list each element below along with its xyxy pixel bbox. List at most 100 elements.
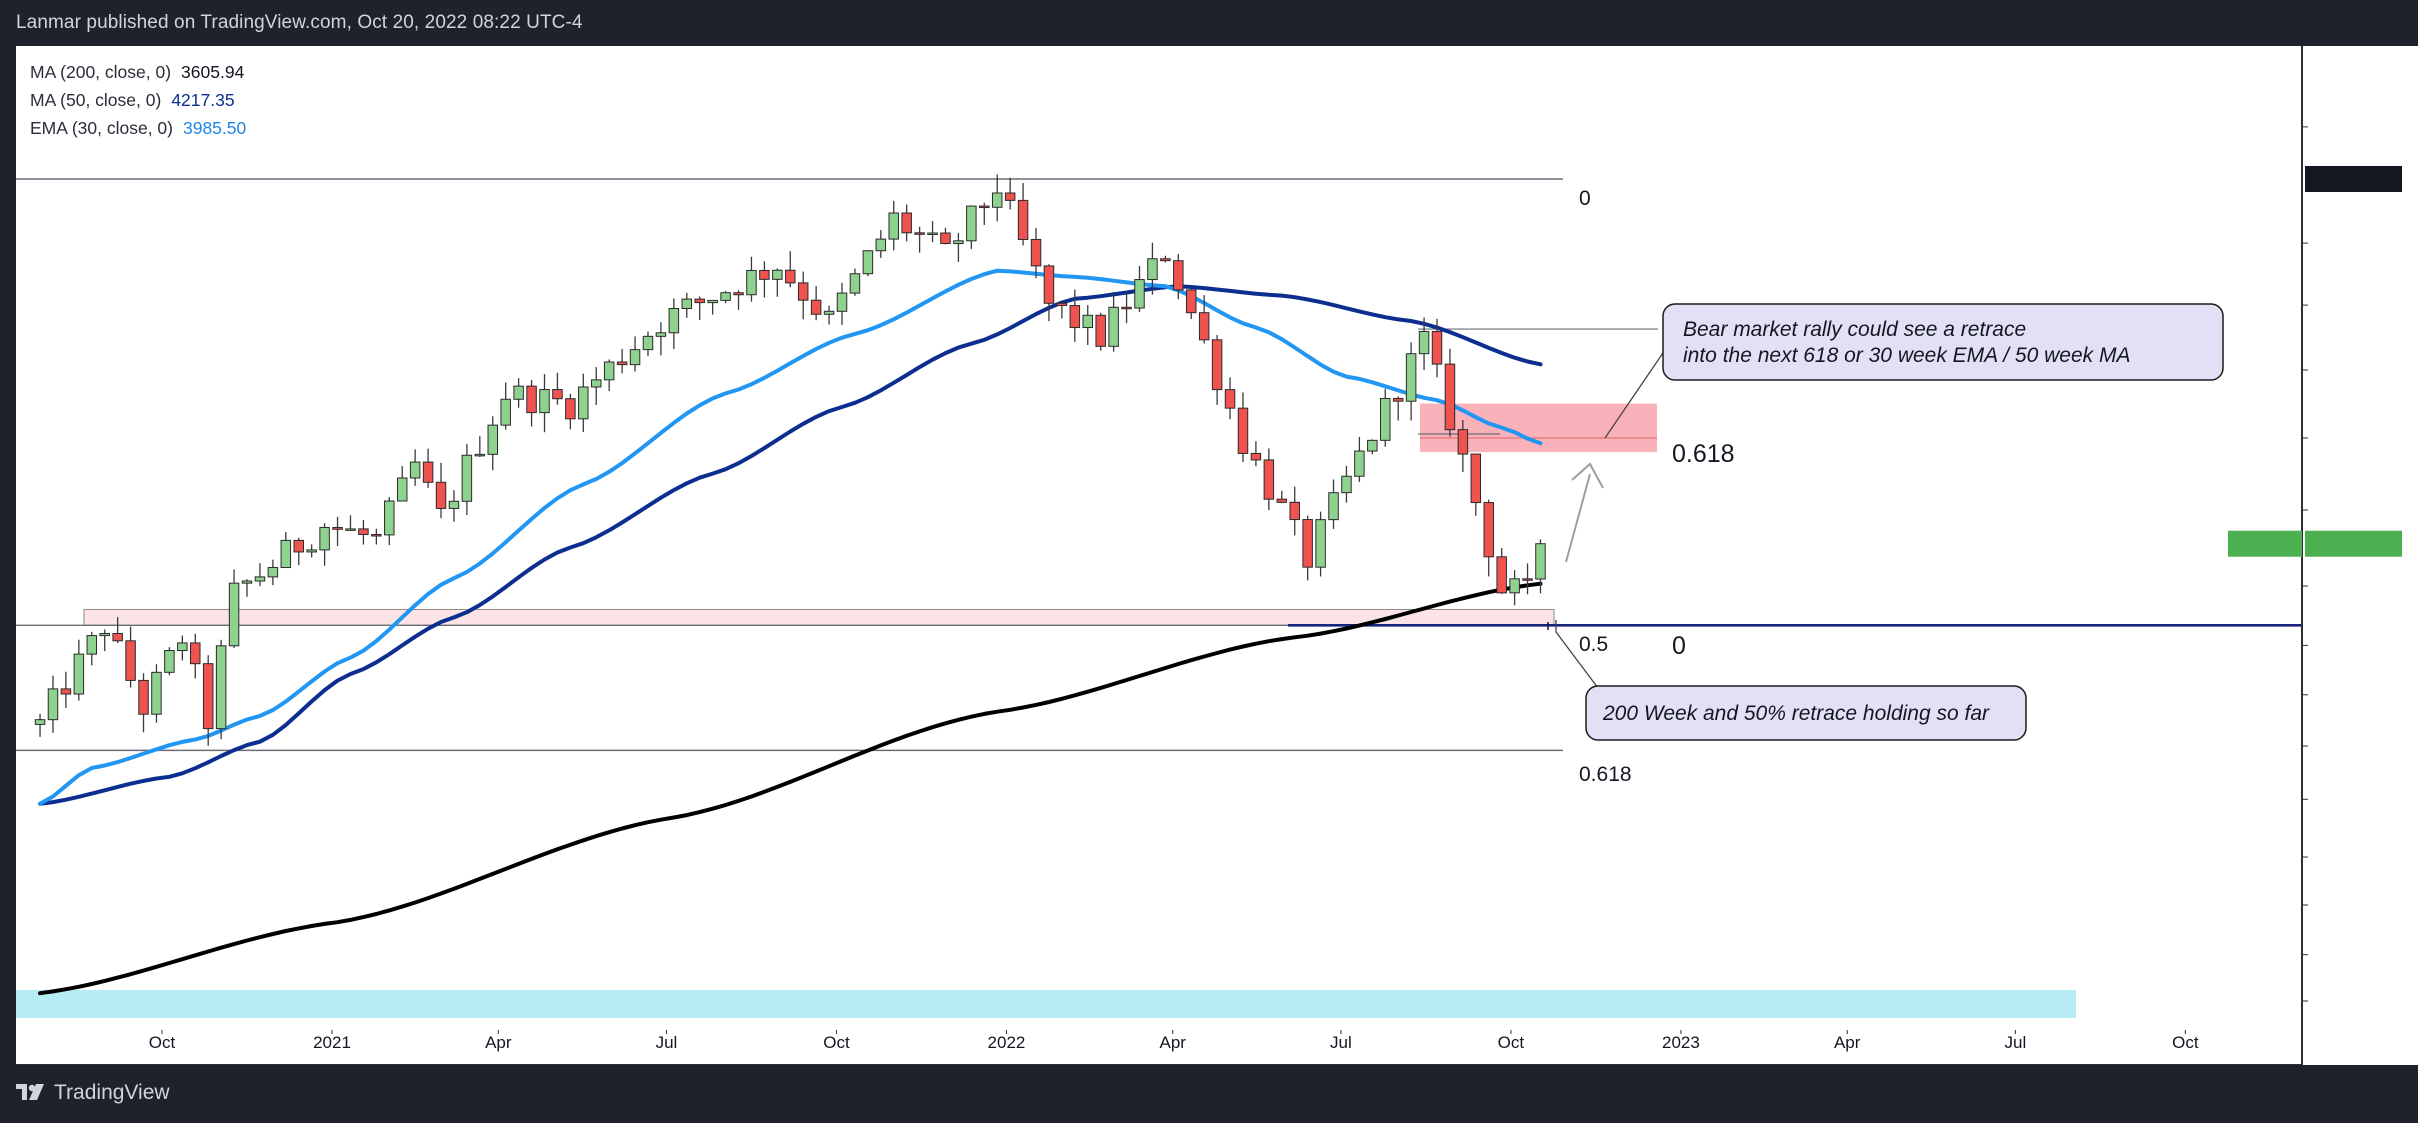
candle[interactable] <box>513 378 524 408</box>
candle[interactable] <box>539 374 550 433</box>
candle[interactable] <box>1147 242 1158 295</box>
candle[interactable] <box>474 436 486 457</box>
candle[interactable] <box>578 373 589 432</box>
candle[interactable] <box>1211 334 1223 405</box>
candle[interactable] <box>1509 570 1520 606</box>
candle[interactable] <box>927 221 938 243</box>
candle[interactable] <box>435 462 447 519</box>
candle[interactable] <box>228 569 240 648</box>
candle[interactable] <box>1367 439 1378 455</box>
candle[interactable] <box>849 268 861 296</box>
candle[interactable] <box>267 559 279 586</box>
candle[interactable] <box>616 348 628 374</box>
candle[interactable] <box>1483 499 1494 577</box>
candle[interactable] <box>1056 302 1068 319</box>
candle[interactable] <box>552 372 563 405</box>
candle[interactable] <box>979 202 990 225</box>
candle[interactable] <box>422 448 434 488</box>
candle[interactable] <box>384 497 395 546</box>
candle[interactable] <box>707 299 718 315</box>
candle[interactable] <box>396 466 408 502</box>
candle[interactable] <box>409 449 421 486</box>
candle[interactable] <box>1082 305 1094 345</box>
last-price-badge[interactable] <box>2305 530 2402 557</box>
candle[interactable] <box>603 359 615 392</box>
high-price-badge[interactable] <box>2305 166 2402 192</box>
candle[interactable] <box>202 655 214 746</box>
candle[interactable] <box>953 233 964 262</box>
projection-arrow[interactable] <box>1565 462 1604 563</box>
candle[interactable] <box>862 250 874 277</box>
candle[interactable] <box>772 268 783 297</box>
candle[interactable] <box>371 528 382 545</box>
candle[interactable] <box>1069 289 1081 342</box>
candle[interactable] <box>642 331 654 357</box>
candle[interactable] <box>345 515 356 531</box>
candle[interactable] <box>306 544 317 558</box>
candle[interactable] <box>358 520 369 545</box>
candle[interactable] <box>241 579 253 597</box>
candle[interactable] <box>1380 388 1391 447</box>
candle[interactable] <box>836 282 848 325</box>
candle[interactable] <box>151 664 162 723</box>
candle[interactable] <box>112 617 123 643</box>
candle[interactable] <box>746 256 757 302</box>
candle[interactable] <box>759 261 770 298</box>
candle[interactable] <box>1173 253 1184 300</box>
candle[interactable] <box>655 322 667 356</box>
candle[interactable] <box>1030 227 1042 279</box>
candle[interactable] <box>86 631 98 666</box>
candle[interactable] <box>1250 441 1262 467</box>
candle[interactable] <box>1470 453 1482 516</box>
candle[interactable] <box>1224 377 1236 420</box>
candle[interactable] <box>1121 290 1132 324</box>
candle[interactable] <box>190 633 201 679</box>
candle[interactable] <box>810 285 822 321</box>
candle[interactable] <box>694 296 705 321</box>
candle[interactable] <box>34 713 46 737</box>
candle[interactable] <box>681 292 693 318</box>
candle[interactable] <box>668 298 680 350</box>
candle[interactable] <box>720 290 731 303</box>
candle[interactable] <box>1263 448 1275 511</box>
candle[interactable] <box>1017 183 1029 246</box>
candle[interactable] <box>1043 264 1055 322</box>
candle[interactable] <box>1535 539 1546 594</box>
candle[interactable] <box>1134 265 1145 312</box>
candle[interactable] <box>888 200 899 251</box>
candle[interactable] <box>164 647 175 676</box>
candle[interactable] <box>1444 348 1456 437</box>
candle[interactable] <box>73 639 85 701</box>
candle[interactable] <box>1289 486 1300 536</box>
candle[interactable] <box>785 251 796 288</box>
candle[interactable] <box>60 671 72 708</box>
support-zone-box[interactable] <box>83 608 1555 626</box>
candle[interactable] <box>1108 291 1119 352</box>
candle[interactable] <box>940 227 951 245</box>
candle[interactable] <box>1004 177 1016 210</box>
candle[interactable] <box>901 204 912 242</box>
candle[interactable] <box>1522 563 1533 595</box>
candle[interactable] <box>733 290 744 310</box>
candle[interactable] <box>1392 396 1404 421</box>
candle[interactable] <box>1341 465 1352 503</box>
candle[interactable] <box>914 226 925 253</box>
candle[interactable] <box>966 205 977 249</box>
candle[interactable] <box>1457 420 1469 473</box>
candle[interactable] <box>565 393 576 430</box>
candle[interactable] <box>1354 437 1365 482</box>
candle[interactable] <box>1405 342 1417 421</box>
candle[interactable] <box>461 444 473 515</box>
candle[interactable] <box>1302 515 1313 581</box>
callout-box-support[interactable] <box>1585 685 2027 741</box>
candle[interactable] <box>487 416 499 471</box>
candle[interactable] <box>629 336 641 372</box>
candle[interactable] <box>500 382 511 430</box>
candle[interactable] <box>177 635 188 661</box>
candle[interactable] <box>215 639 227 740</box>
candle[interactable] <box>875 230 887 258</box>
candle[interactable] <box>1237 392 1249 463</box>
candle[interactable] <box>1431 318 1443 378</box>
candle[interactable] <box>1160 255 1171 263</box>
